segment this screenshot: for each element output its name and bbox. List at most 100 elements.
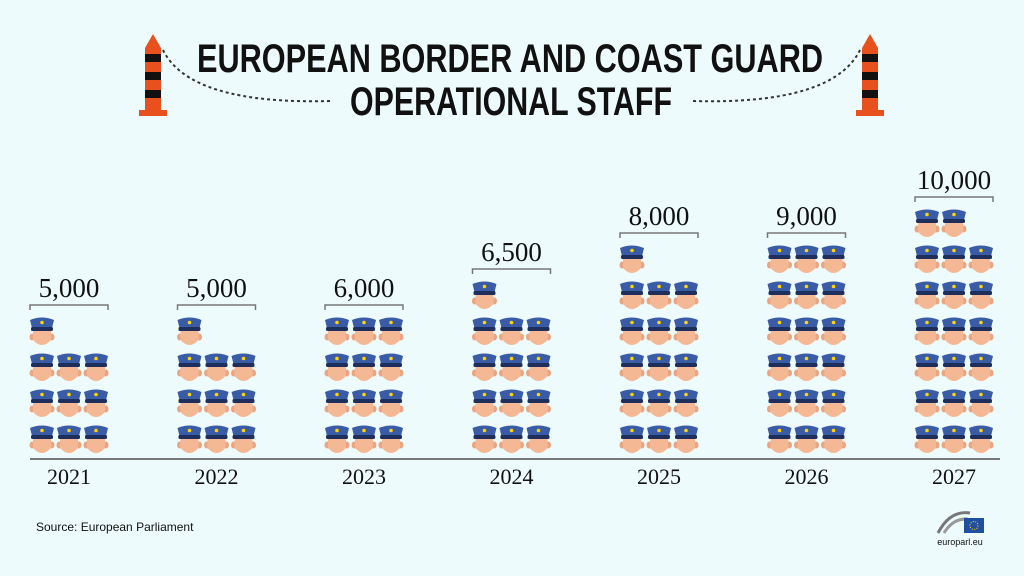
badge [389,356,393,361]
badge [630,356,634,361]
badge [952,284,956,289]
cap-band [527,399,550,403]
badge [831,392,836,397]
face [824,364,843,381]
cap-band [943,435,965,439]
cap-band [527,435,550,439]
face [972,364,990,381]
cap-band [675,291,697,295]
face [475,292,494,309]
face [797,436,816,453]
badge [630,248,634,253]
x-tick-label: 2026 [785,464,829,489]
cap-band [473,435,496,439]
badge [684,356,688,361]
icon-stack [914,209,994,453]
badge [831,284,836,289]
cap-band [205,399,228,403]
badge [362,428,366,433]
x-tick-label: 2025 [637,464,681,489]
badge [952,320,956,325]
cap-band [232,435,255,439]
badge [335,428,339,433]
face [918,256,936,273]
face [918,328,936,345]
badge [536,428,541,433]
badge [362,356,366,361]
cap-band [205,363,228,367]
badge [509,428,514,433]
face [677,328,695,345]
icon-stack [29,317,109,453]
cap-band [795,435,818,439]
face [824,328,843,345]
face [328,328,346,345]
cap-band [85,363,107,367]
badge [214,356,219,361]
cap-band [943,291,965,295]
face [180,364,199,381]
badge [777,392,782,397]
face [918,292,936,309]
face [180,436,199,453]
badge [187,320,192,325]
badge [952,212,956,217]
cap-band [822,363,845,367]
badge [630,428,634,433]
badge [777,428,782,433]
cap-band [31,363,53,367]
badge [630,392,634,397]
cap-band [473,327,496,331]
badge [925,428,929,433]
chart-title: EUROPEAN BORDER AND COAST GUARD [197,37,823,81]
face [945,436,963,453]
face [918,436,936,453]
face [945,292,963,309]
badge [925,392,929,397]
badge [925,284,929,289]
badge [979,284,983,289]
face [650,328,668,345]
cap-band [326,327,348,331]
value-label: 5,000 [186,273,247,303]
badge [657,320,661,325]
badge [831,320,836,325]
cap-band [380,363,402,367]
face [234,436,253,453]
cap-band [795,291,818,295]
face [824,400,843,417]
cap-band [473,363,496,367]
cap-band [916,399,938,403]
face [328,400,346,417]
bracket [914,196,994,202]
cap-band [822,435,845,439]
badge [804,392,809,397]
cap-band [326,435,348,439]
cap-band [178,363,201,367]
logo-text: europarl.eu [937,537,983,547]
badge [362,320,366,325]
icon-stack [767,245,846,453]
badge [187,356,192,361]
face [502,400,521,417]
cap-band [943,363,965,367]
face [475,436,494,453]
face [33,400,51,417]
face [623,328,641,345]
badge [482,356,487,361]
badge [241,428,246,433]
cap-band [31,399,53,403]
badge [214,392,219,397]
face [355,328,373,345]
cap-band [675,399,697,403]
cap-band [916,219,938,223]
cap-band [943,399,965,403]
cap-band [768,255,791,259]
face [234,400,253,417]
bracket [766,232,847,238]
badge [777,356,782,361]
cap-band [675,435,697,439]
value-label: 8,000 [629,201,690,231]
cap-band [178,399,201,403]
bracket [29,304,109,310]
